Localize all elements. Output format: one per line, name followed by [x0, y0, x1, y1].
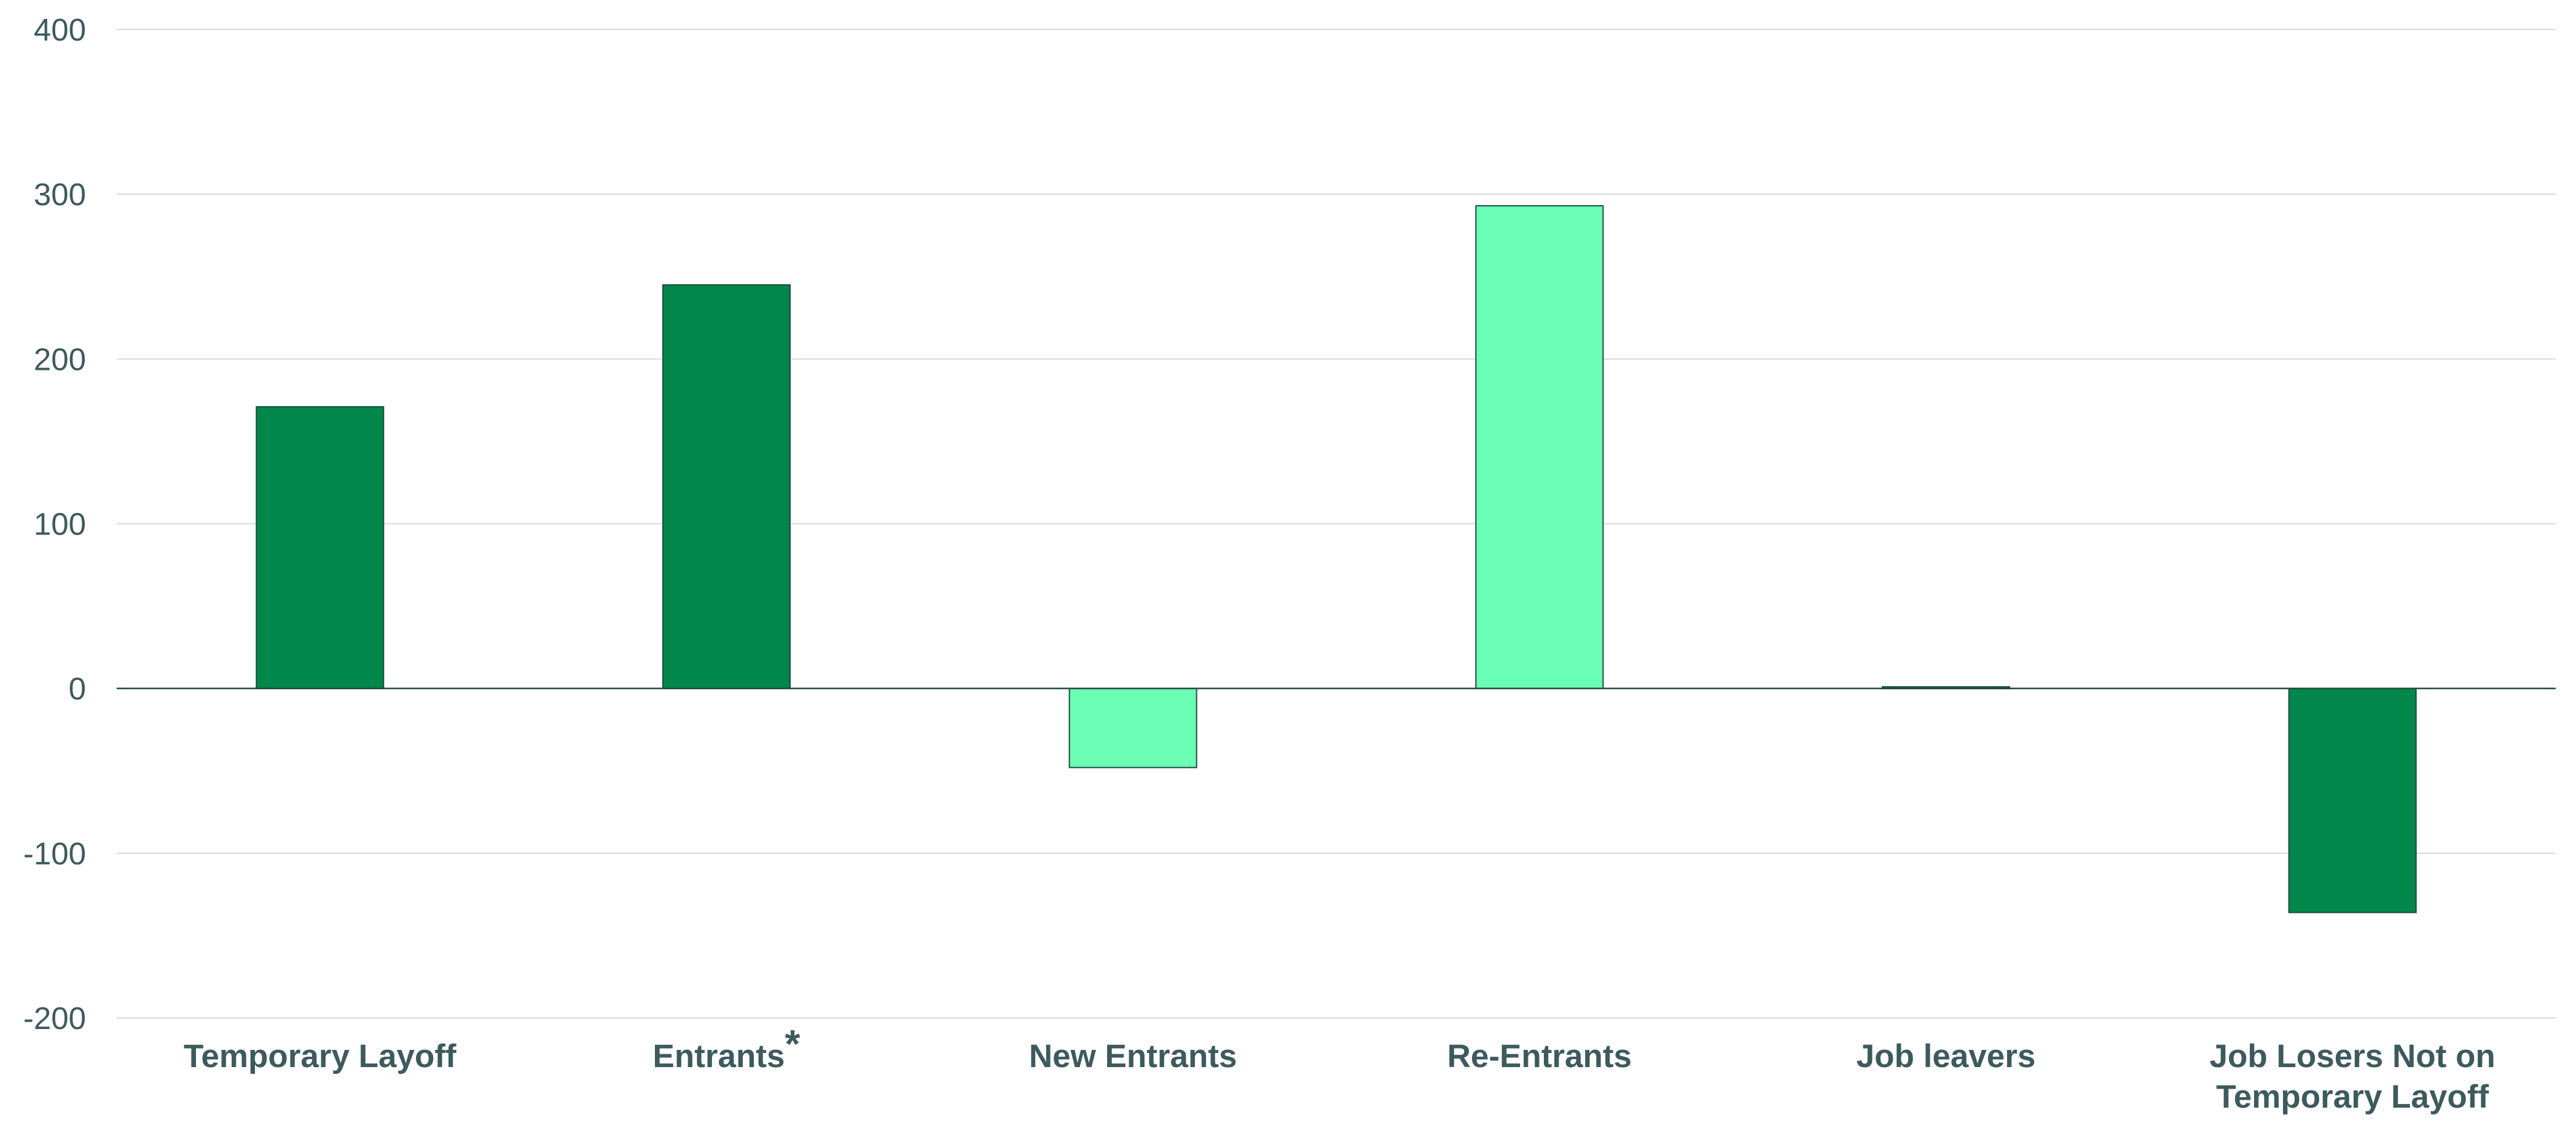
x-category-label: New Entrants: [1029, 1038, 1237, 1074]
x-category-label: Re-Entrants: [1447, 1038, 1632, 1074]
y-tick-label: 200: [34, 342, 86, 377]
bar: [1475, 205, 1604, 689]
x-category-label: Job leavers: [1857, 1038, 2036, 1074]
y-axis-tick-labels: 400 300 200 100 0 -100 -200: [23, 12, 86, 1036]
x-category-label: Job Losers Not on Temporary Layoff: [2210, 1038, 2496, 1115]
x-category-label: Entrants*: [653, 1022, 801, 1074]
bar: [2288, 687, 2417, 914]
bar: [256, 406, 385, 689]
y-tick-label: 0: [69, 671, 86, 706]
y-tick-label: 300: [34, 177, 86, 212]
gridlines: [117, 29, 2556, 1019]
bars: [256, 205, 2417, 914]
bar: [1068, 687, 1197, 769]
x-category-label: Temporary Layoff: [184, 1038, 456, 1074]
y-tick-label: -100: [23, 836, 86, 871]
y-tick-label: 400: [34, 12, 86, 47]
bar: [662, 284, 791, 689]
y-tick-label: 100: [34, 507, 86, 542]
y-tick-label: -200: [23, 1001, 86, 1036]
x-axis-category-labels: Temporary Layoff Entrants* New Entrants Re-…: [184, 1022, 2496, 1115]
